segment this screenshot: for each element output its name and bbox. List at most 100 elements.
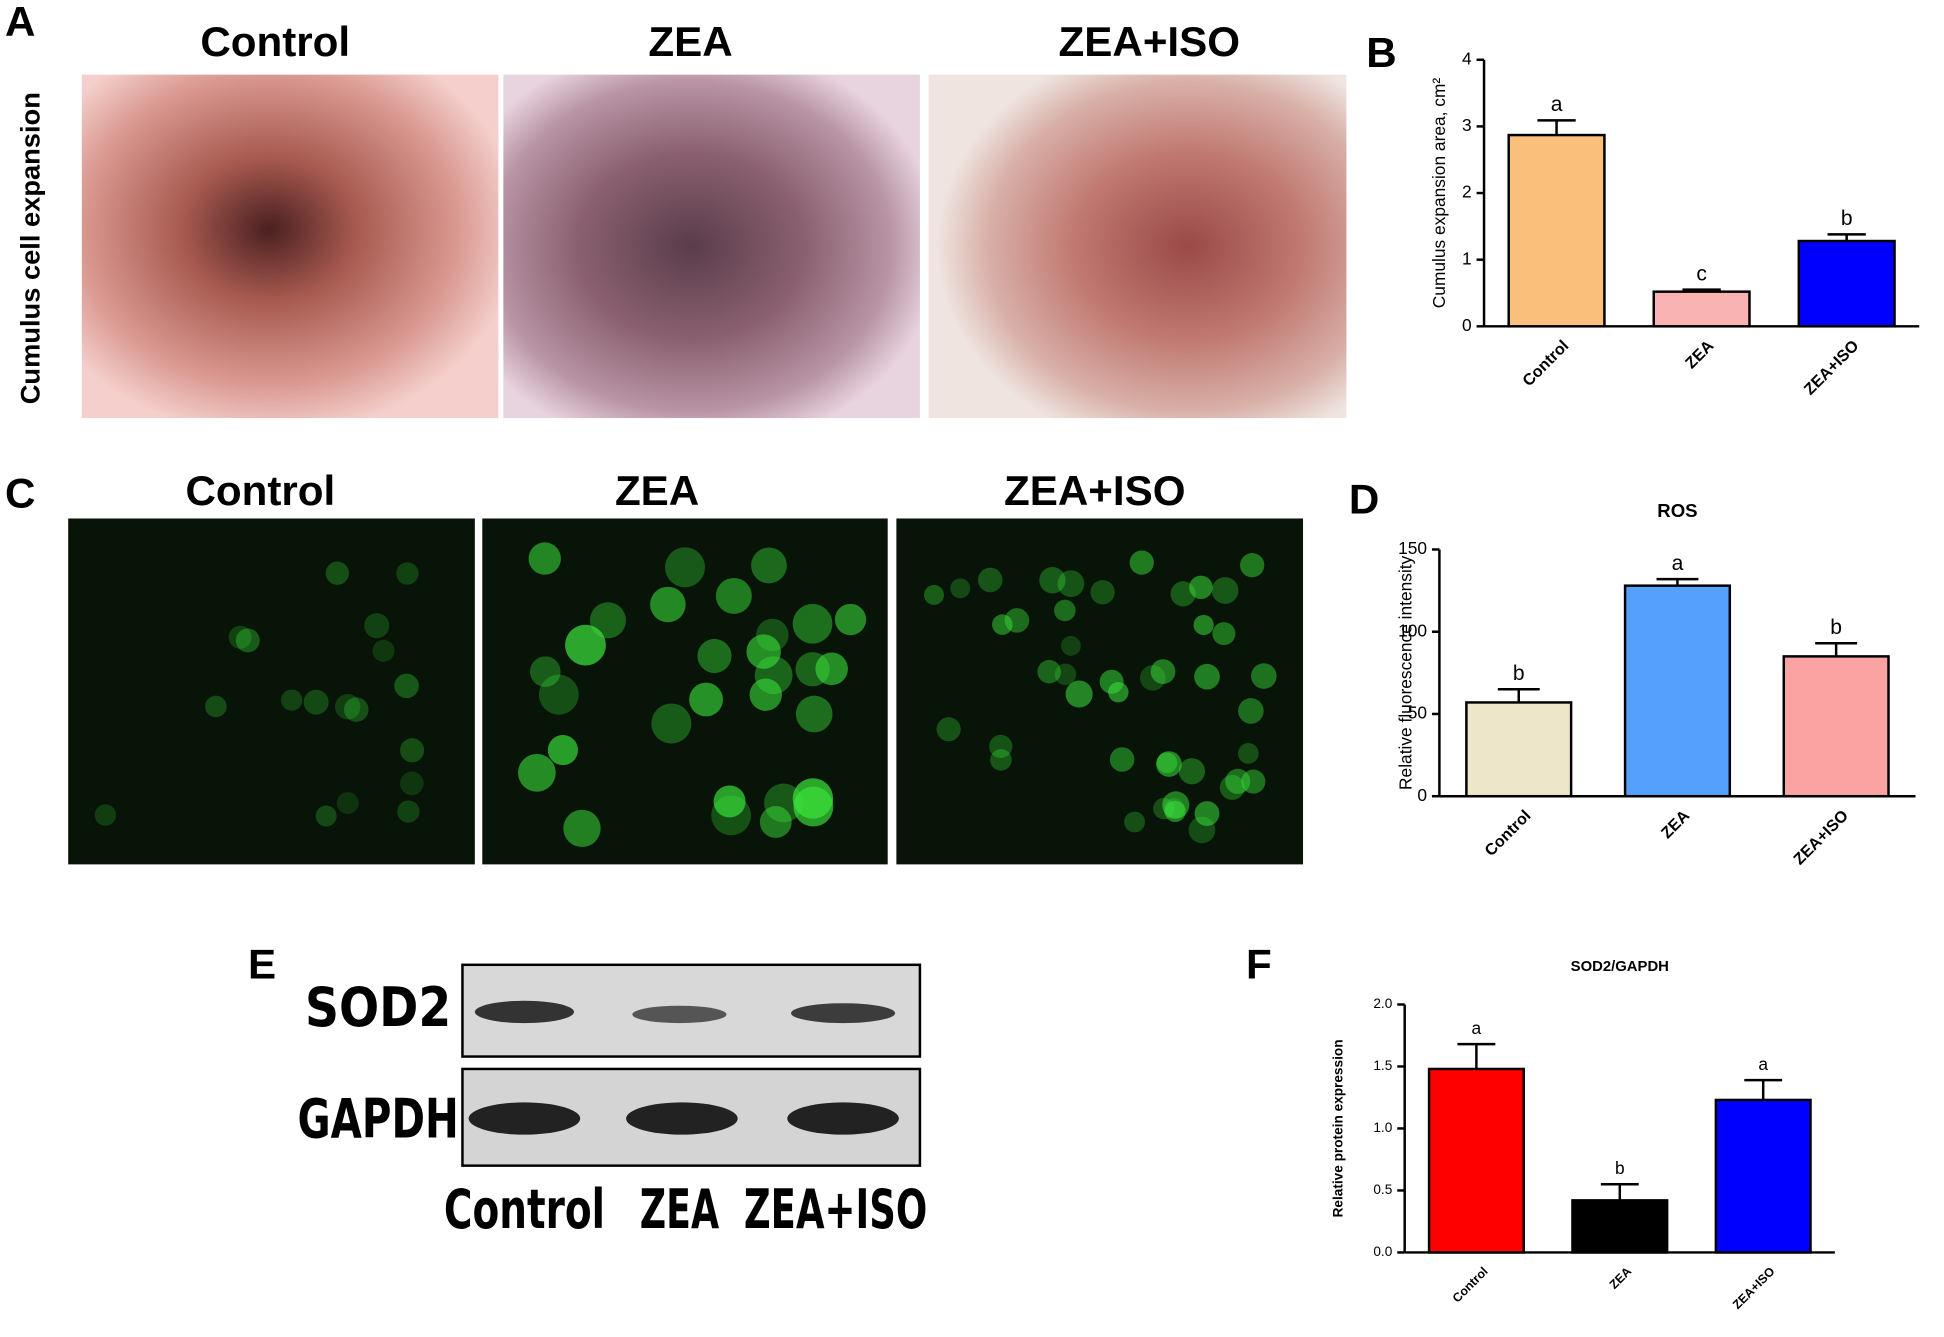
cell (529, 656, 561, 687)
panel-label: B (1366, 29, 1396, 76)
cell (343, 697, 369, 722)
cell (1164, 800, 1186, 823)
cell (1219, 775, 1245, 800)
bar (1465, 701, 1573, 798)
cell (689, 682, 723, 717)
cell (746, 634, 781, 669)
cell (1189, 575, 1213, 600)
panel-label: E (248, 940, 276, 987)
cell (1211, 577, 1239, 604)
cell (990, 749, 1012, 771)
cell (992, 614, 1013, 635)
x-tick-label: Control (1519, 337, 1572, 390)
cell (792, 778, 834, 819)
significance-letter: a (1758, 1054, 1768, 1074)
cell (1194, 663, 1220, 690)
y-tick-label: 150 (1398, 538, 1427, 558)
y-axis-label: Relative protein expression (1331, 1039, 1346, 1217)
cell (1004, 608, 1030, 633)
cell (1241, 769, 1266, 794)
cell (697, 638, 732, 674)
x-tick-label: ZEA (1682, 337, 1718, 373)
cell (1065, 680, 1093, 708)
cell (228, 625, 252, 649)
panel-a: A Cumulus cell expansion Control ZEA ZEA… (5, 0, 1347, 419)
cell (651, 703, 692, 744)
image-title: Control (185, 467, 335, 514)
cell (235, 628, 260, 653)
cell (1054, 663, 1077, 686)
y-axis-label: Cumulus expansion area, cm² (1429, 78, 1449, 309)
cell (1054, 599, 1076, 622)
cell (1178, 758, 1205, 785)
micrograph (81, 74, 499, 419)
micrograph (503, 74, 920, 419)
cell (1090, 580, 1115, 605)
y-tick-label: 0 (1417, 785, 1427, 805)
cell (650, 586, 686, 623)
cell (281, 689, 303, 711)
row-label: Cumulus cell expansion (14, 92, 45, 404)
lane-label: Control (444, 1177, 605, 1241)
band (632, 1005, 727, 1024)
cell (400, 738, 425, 763)
bar (1623, 584, 1732, 798)
panel-label: D (1349, 476, 1379, 523)
cell (1039, 567, 1066, 594)
micrograph (928, 74, 1347, 419)
y-tick-label: 3 (1462, 115, 1472, 135)
panel-label: C (5, 469, 35, 516)
cell (400, 771, 424, 796)
cell (977, 567, 1003, 593)
cell (815, 652, 848, 686)
cell (372, 639, 395, 662)
cell (303, 689, 329, 715)
y-tick-label: 0 (1462, 315, 1472, 335)
chart-title: ROS (1657, 500, 1697, 521)
cell (924, 584, 945, 605)
y-tick-label: 4 (1462, 48, 1472, 68)
significance-letter: a (1551, 93, 1563, 116)
cell (1240, 553, 1265, 578)
significance-letter: a (1472, 1018, 1482, 1038)
cell (315, 805, 337, 827)
cell (792, 603, 833, 644)
cell (1251, 663, 1277, 689)
cell (1188, 816, 1216, 844)
image-title: ZEA+ISO (1004, 467, 1186, 514)
cell (751, 547, 787, 584)
band (787, 1102, 899, 1135)
cell (664, 547, 706, 588)
cell (1156, 752, 1178, 774)
y-tick-label: 0.5 (1373, 1182, 1392, 1197)
cell (1060, 635, 1081, 656)
image-title: ZEA (648, 18, 732, 65)
band-label: SOD2 (305, 975, 451, 1039)
cell (547, 734, 579, 766)
cell (1156, 751, 1182, 777)
image-title: ZEA (615, 467, 699, 514)
significance-letter: a (1672, 552, 1684, 575)
x-tick-label: Control (1481, 807, 1534, 860)
cell (1150, 659, 1176, 684)
cell (834, 603, 867, 636)
significance-letter: b (1830, 616, 1842, 639)
significance-letter: b (1513, 662, 1525, 685)
image-title: ZEA+ISO (1059, 18, 1241, 65)
cell (1194, 801, 1220, 826)
cell (950, 578, 971, 599)
cell (936, 717, 961, 742)
bar (1571, 1199, 1669, 1254)
cell (563, 809, 601, 848)
cell (1129, 550, 1154, 575)
cell (1037, 659, 1061, 684)
band (626, 1102, 738, 1135)
lane-label: ZEA (640, 1177, 719, 1241)
lane-label: ZEA+ISO (744, 1177, 927, 1241)
y-tick-label: 100 (1398, 620, 1427, 640)
cell (989, 734, 1013, 759)
significance-letter: c (1696, 262, 1707, 285)
panel-label: A (5, 0, 35, 45)
x-tick-label: ZEA+ISO (1730, 1264, 1778, 1312)
